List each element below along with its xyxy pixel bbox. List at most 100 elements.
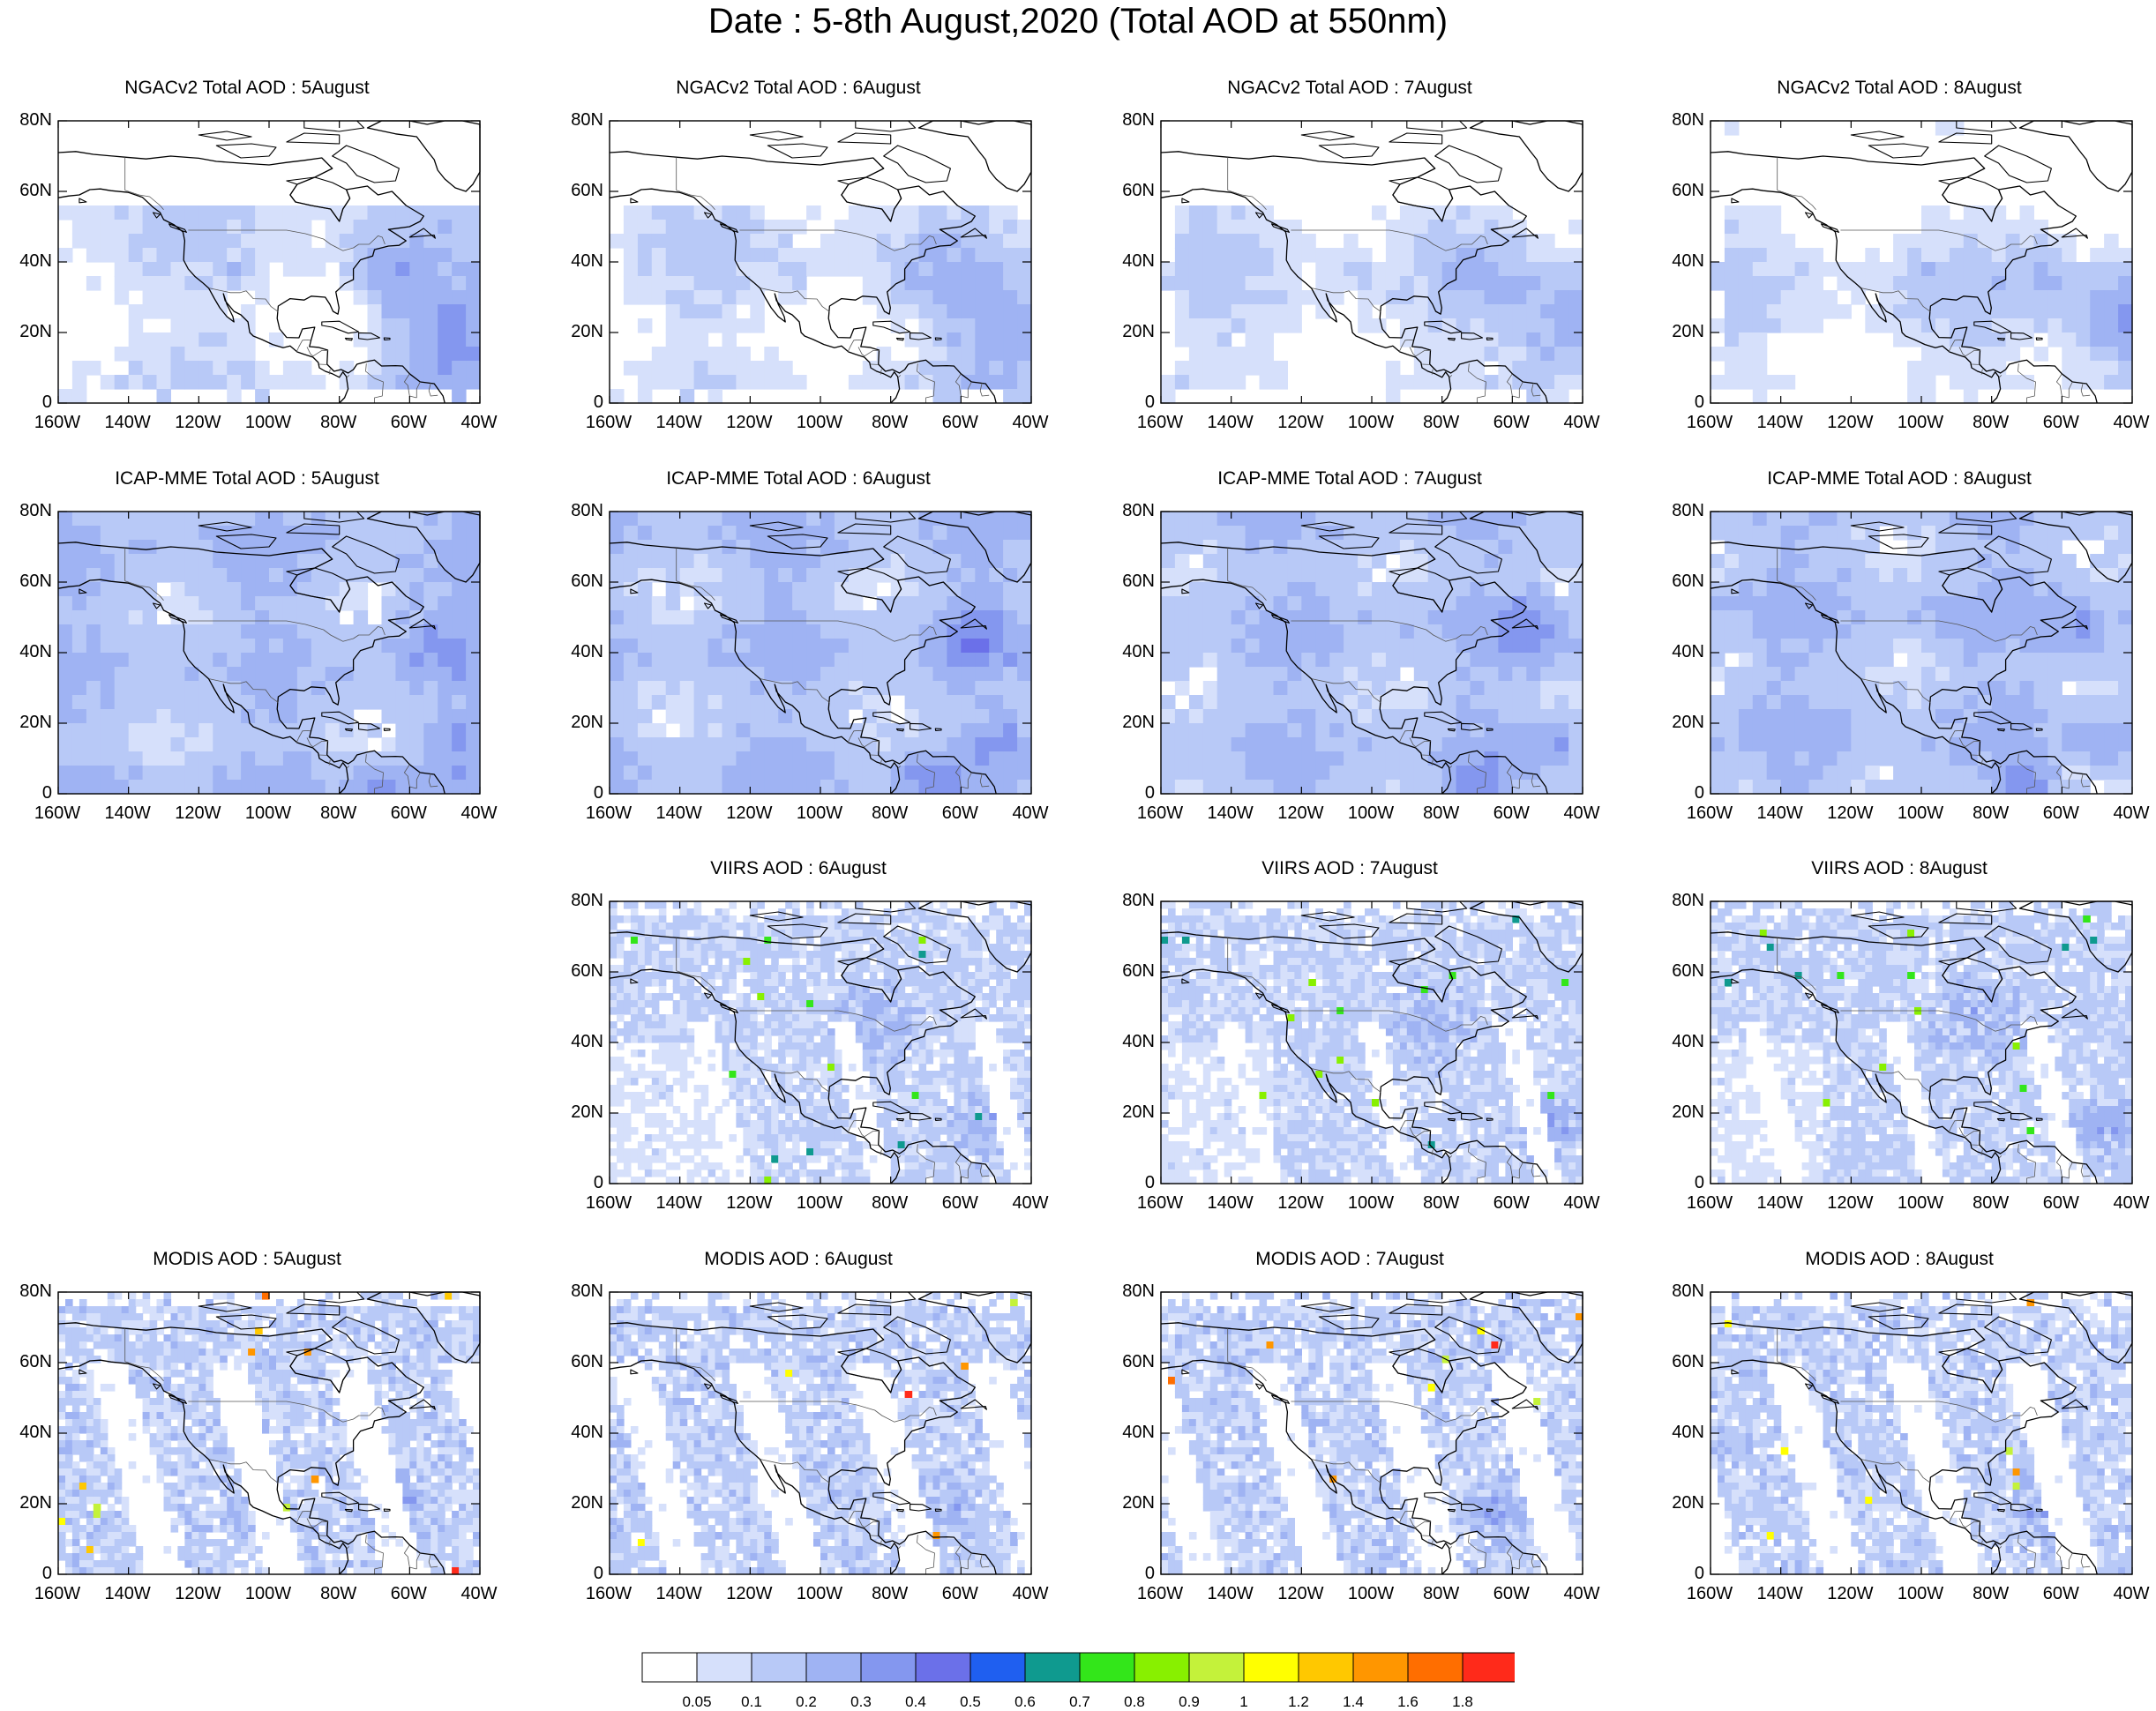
aod-cell: [1260, 332, 1275, 347]
aod-cell: [919, 554, 934, 569]
aod-cell: [2118, 653, 2133, 668]
aod-cell: [1540, 695, 1555, 710]
aod-cell: [1711, 318, 1726, 333]
aod-cell: [2090, 347, 2105, 362]
aod-cell: [687, 937, 695, 945]
aod-cell: [1879, 737, 1894, 752]
aod-cell: [617, 937, 625, 945]
aod-cell: [1950, 780, 1965, 795]
aod-cell: [157, 332, 172, 347]
aod-cell: [382, 220, 397, 235]
aod-cell: [764, 624, 779, 639]
aod-cell: [940, 1000, 947, 1008]
aod-cell: [1003, 930, 1011, 938]
aod-cell: [1498, 695, 1513, 710]
aod-cell: [778, 766, 793, 781]
aod-cell: [354, 220, 369, 235]
aod-cell: [129, 596, 144, 611]
aod-cell: [466, 610, 481, 625]
aod-cell: [1287, 766, 1302, 781]
aod-cell: [792, 568, 807, 583]
aod-cell: [687, 908, 695, 916]
aod-cell: [1893, 737, 1908, 752]
aod-cell: [198, 375, 213, 390]
aod-cell: [1893, 248, 1908, 263]
aod-cell: [1498, 205, 1513, 220]
aod-cell: [638, 361, 653, 376]
aod-cell: [785, 986, 793, 994]
aod-cell: [856, 986, 864, 994]
aod-cell: [452, 361, 467, 376]
aod-cell: [1260, 737, 1275, 752]
aod-cell: [849, 944, 857, 952]
aod-cell: [1851, 610, 1866, 625]
aod-cell: [1386, 653, 1401, 668]
aod-cell: [870, 1007, 878, 1015]
aod-cell: [129, 262, 144, 277]
aod-cell: [736, 965, 744, 973]
aod-cell: [912, 972, 920, 980]
aod-cell: [975, 610, 990, 625]
aod-cell: [171, 248, 186, 263]
aod-cell: [326, 248, 341, 263]
aod-cell: [764, 951, 772, 959]
aod-cell: [1372, 780, 1387, 795]
aod-cell: [115, 681, 130, 696]
aod-cell: [736, 220, 751, 235]
aod-cell: [877, 568, 892, 583]
aod-cell: [2090, 681, 2105, 696]
aod-cell: [947, 290, 962, 305]
aod-cell: [438, 624, 453, 639]
aod-cell: [101, 751, 116, 766]
aod-cell: [1865, 318, 1880, 333]
aod-cell: [926, 965, 934, 973]
aod-cell: [1246, 290, 1261, 305]
island-coastline: [767, 144, 827, 158]
aod-cell: [708, 723, 723, 738]
aod-cell: [975, 695, 990, 710]
aod-cell: [213, 234, 227, 249]
aod-cell: [919, 624, 934, 639]
lon-tick-label: 120W: [1815, 413, 1885, 433]
aod-cell: [1753, 304, 1768, 319]
aod-cell: [438, 276, 453, 291]
lat-tick-label: 20N: [550, 322, 603, 342]
aod-cell: [652, 610, 667, 625]
aod-cell: [722, 596, 737, 611]
aod-cell: [1879, 751, 1894, 766]
lon-tick-label: 120W: [1265, 413, 1336, 433]
aod-cell: [1010, 1014, 1018, 1022]
aod-cell: [652, 937, 660, 945]
aod-cell: [438, 347, 453, 362]
aod-cell: [409, 610, 424, 625]
aod-cell: [452, 610, 467, 625]
aod-cell: [129, 248, 144, 263]
aod-cell: [241, 554, 256, 569]
aod-cell: [919, 220, 934, 235]
aod-cell: [1428, 526, 1443, 541]
aod-cell: [835, 234, 850, 249]
aod-cell: [184, 610, 199, 625]
aod-cell: [820, 681, 835, 696]
aod-cell: [1767, 766, 1782, 781]
aod-cell: [1554, 554, 1569, 569]
aod-cell: [1739, 290, 1754, 305]
lon-tick-label: 160W: [1674, 413, 1745, 433]
aod-cell: [241, 234, 256, 249]
aod-cell: [184, 526, 199, 541]
aod-cell: [2062, 554, 2077, 569]
aod-cell: [1739, 304, 1754, 319]
aod-cell: [813, 986, 821, 994]
aod-cell: [1950, 667, 1965, 682]
aod-cell: [940, 937, 947, 945]
aod-cell: [1554, 639, 1569, 654]
aod-cell: [933, 944, 941, 952]
aod-cell: [680, 944, 688, 952]
aod-cell: [2006, 610, 2021, 625]
aod-cell: [666, 923, 674, 930]
aod-cell: [1189, 234, 1204, 249]
aod-cell: [409, 695, 424, 710]
aod-cell: [1767, 512, 1782, 527]
aod-cell: [933, 709, 948, 724]
aod-cell: [115, 751, 130, 766]
